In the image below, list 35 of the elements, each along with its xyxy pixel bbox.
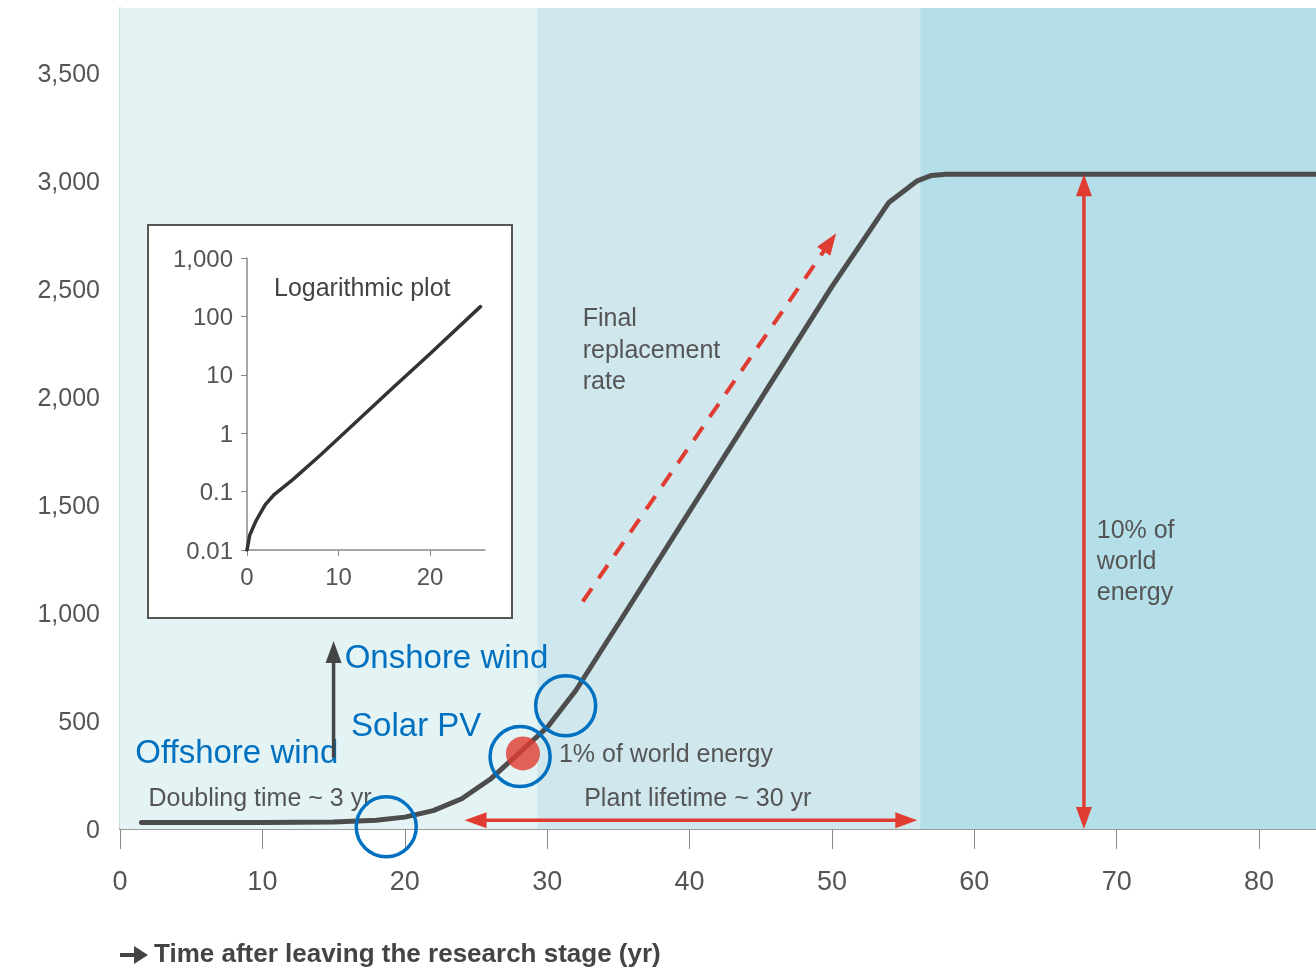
annotation: Doubling time ~ 3 yr <box>148 782 372 811</box>
x-tick-label: 0 <box>240 562 254 590</box>
annotation: Solar PV <box>351 706 482 744</box>
y-tick-label: 1,000 <box>172 244 233 272</box>
x-tick-label: 30 <box>532 865 563 896</box>
x-tick-label: 40 <box>674 865 705 896</box>
x-tick-label: 10 <box>247 865 278 896</box>
x-tick-label: 10 <box>325 562 352 590</box>
text: Logarithmic plot <box>274 272 451 301</box>
y-tick-label: 0 <box>86 815 100 843</box>
y-tick-label: 2,500 <box>37 274 100 303</box>
annotation: Plant lifetime ~ 30 yr <box>584 782 812 811</box>
y-tick-label: 3,500 <box>37 58 100 87</box>
annotation: 1% of world energy <box>558 739 774 768</box>
annotation: Onshore wind <box>344 638 549 676</box>
x-tick-label: 20 <box>416 562 444 590</box>
annotation: Final replacement rate <box>582 303 728 394</box>
annotation: 10% of world energy <box>1095 514 1182 606</box>
x-axis-title: Time after leaving the research stage (yr) <box>154 938 661 968</box>
y-tick-label: 1 <box>219 419 233 447</box>
y-tick-label: 100 <box>192 302 233 330</box>
x-tick-label: 80 <box>1244 865 1275 896</box>
x-tick-label: 20 <box>389 865 420 896</box>
y-tick-label: 2,000 <box>37 382 100 411</box>
x-tick-label: 50 <box>816 865 847 896</box>
y-tick-label: 1,000 <box>37 598 100 627</box>
y-tick-label: 10 <box>206 361 233 389</box>
y-tick-label: 0.1 <box>199 478 233 506</box>
y-tick-label: 1,500 <box>37 490 100 519</box>
x-tick-label: 60 <box>959 865 990 896</box>
y-tick-label: 500 <box>58 706 100 735</box>
x-tick-label: 0 <box>112 865 128 896</box>
y-tick-label: 0.01 <box>186 536 233 564</box>
y-tick-label: 3,000 <box>37 166 100 195</box>
x-tick-label: 70 <box>1101 865 1132 896</box>
